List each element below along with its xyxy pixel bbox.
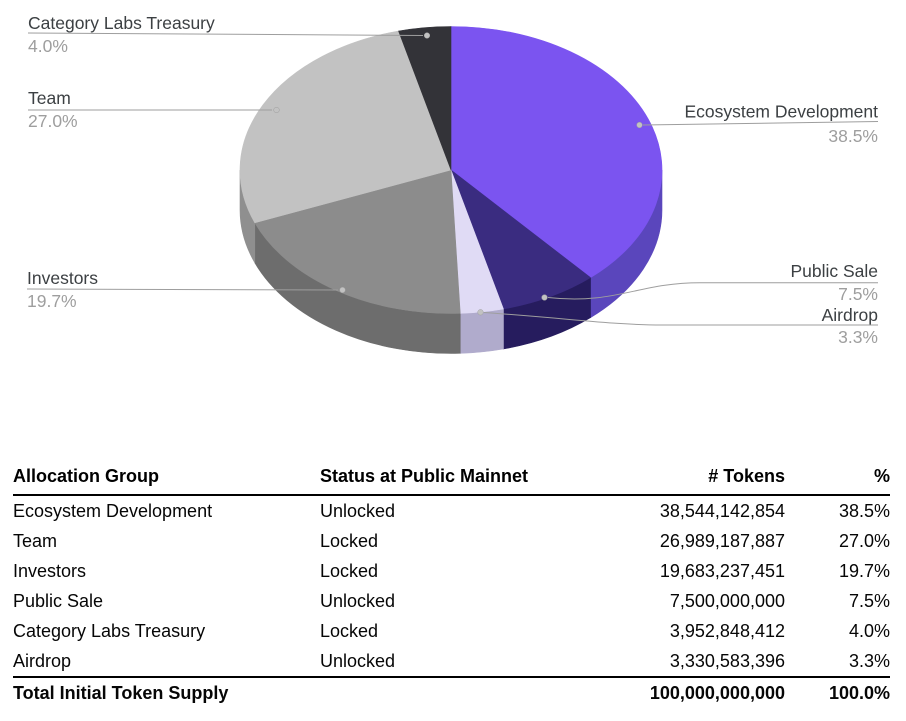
cell-percent: 4.0% xyxy=(848,620,890,641)
cell-group: Category Labs Treasury xyxy=(13,620,206,641)
cell-percent: 7.5% xyxy=(848,590,890,611)
pie-label-airdrop: Airdrop xyxy=(822,305,878,325)
cell-tokens: 3,330,583,396 xyxy=(669,650,785,671)
pie-slice-team xyxy=(239,30,452,224)
table-row-total: Total Initial Token Supply 100,000,000,0… xyxy=(13,676,890,708)
cell-total-label: Total Initial Token Supply xyxy=(13,676,320,708)
pie-slice-category-labs-treasury xyxy=(398,26,452,171)
cell-group: Team xyxy=(13,530,58,551)
cell-status: Unlocked xyxy=(320,590,396,611)
cell-group: Investors xyxy=(13,560,87,581)
cell-percent: 19.7% xyxy=(838,560,890,581)
table-row-investors: Investors Locked 19,683,237,451 19.7% xyxy=(13,556,890,586)
pie-label-investors: Investors xyxy=(27,268,98,288)
leader-dot-investors xyxy=(339,286,346,294)
pie-pct-public-sale: 7.5% xyxy=(838,284,878,304)
leader-dot-team xyxy=(273,106,280,114)
cell-status: Locked xyxy=(320,530,379,551)
leader-line-public-sale xyxy=(547,282,878,300)
leader-line-airdrop xyxy=(483,312,878,326)
cell-total-percent: 100.0% xyxy=(785,676,890,708)
pie-slice-side-airdrop xyxy=(459,308,504,354)
table-row-category-labs-treasury: Category Labs Treasury Locked 3,952,848,… xyxy=(13,616,890,646)
table-row-ecosystem-development: Ecosystem Development Unlocked 38,544,14… xyxy=(13,495,890,526)
leader-dot-airdrop xyxy=(477,309,484,316)
leader-line-category-labs-treasury xyxy=(27,32,424,36)
pie-label-ecosystem-development: Ecosystem Development xyxy=(684,102,878,122)
pie-label-public-sale: Public Sale xyxy=(790,261,878,281)
cell-tokens: 19,683,237,451 xyxy=(659,560,785,581)
leader-dot-ecosystem-development xyxy=(636,121,643,129)
pie-slice-ecosystem-development xyxy=(450,26,663,279)
cell-total-status xyxy=(320,676,570,708)
cell-total-tokens: 100,000,000,000 xyxy=(570,676,785,708)
header-percent: % xyxy=(785,462,890,496)
pie-pct-investors: 19.7% xyxy=(27,291,77,311)
cell-tokens: 7,500,000,000 xyxy=(669,590,785,611)
pie-labels: Category Labs Treasury 4.0% Team 27.0% I… xyxy=(27,13,878,347)
cell-percent: 3.3% xyxy=(848,650,890,671)
allocation-table: Allocation Group Status at Public Mainne… xyxy=(13,462,890,708)
table-row-public-sale: Public Sale Unlocked 7,500,000,000 7.5% xyxy=(13,586,890,616)
cell-status: Unlocked xyxy=(320,650,396,671)
pie-chart-svg: Category Labs Treasury 4.0% Team 27.0% I… xyxy=(26,13,879,354)
leader-dot-public-sale xyxy=(541,294,548,301)
cell-percent: 27.0% xyxy=(838,530,890,551)
cell-group: Ecosystem Development xyxy=(13,500,213,521)
header-status: Status at Public Mainnet xyxy=(320,462,570,496)
cell-status: Locked xyxy=(320,560,379,581)
cell-status: Unlocked xyxy=(320,500,396,521)
pie-3d-slices xyxy=(239,26,663,354)
pie-label-team: Team xyxy=(28,88,71,108)
leader-lines xyxy=(26,32,879,326)
cell-status: Locked xyxy=(320,620,379,641)
cell-group: Airdrop xyxy=(13,650,72,671)
pie-slice-public-sale xyxy=(450,169,592,310)
pie-pct-airdrop: 3.3% xyxy=(838,327,878,347)
pie-label-category-labs-treasury: Category Labs Treasury xyxy=(28,13,215,33)
cell-tokens: 26,989,187,887 xyxy=(659,530,785,551)
pie-pct-ecosystem-development: 38.5% xyxy=(828,126,878,146)
cell-tokens: 3,952,848,412 xyxy=(669,620,785,641)
leader-dot-category-labs-treasury xyxy=(423,32,431,39)
pie-pct-category-labs-treasury: 4.0% xyxy=(28,36,68,56)
pie-pct-team: 27.0% xyxy=(28,111,78,131)
leader-line-ecosystem-development xyxy=(642,121,879,126)
allocation-table-header-row: Allocation Group Status at Public Mainne… xyxy=(13,462,890,496)
table-row-team: Team Locked 26,989,187,887 27.0% xyxy=(13,526,890,556)
header-tokens: # Tokens xyxy=(570,462,785,496)
table-row-airdrop: Airdrop Unlocked 3,330,583,396 3.3% xyxy=(13,646,890,677)
cell-percent: 38.5% xyxy=(838,500,890,521)
header-allocation-group: Allocation Group xyxy=(13,462,320,496)
leader-line-investors xyxy=(26,288,339,291)
cell-tokens: 38,544,142,854 xyxy=(659,500,785,521)
token-allocation-chart-area: Category Labs Treasury 4.0% Team 27.0% I… xyxy=(26,13,879,354)
cell-group: Public Sale xyxy=(13,590,104,611)
